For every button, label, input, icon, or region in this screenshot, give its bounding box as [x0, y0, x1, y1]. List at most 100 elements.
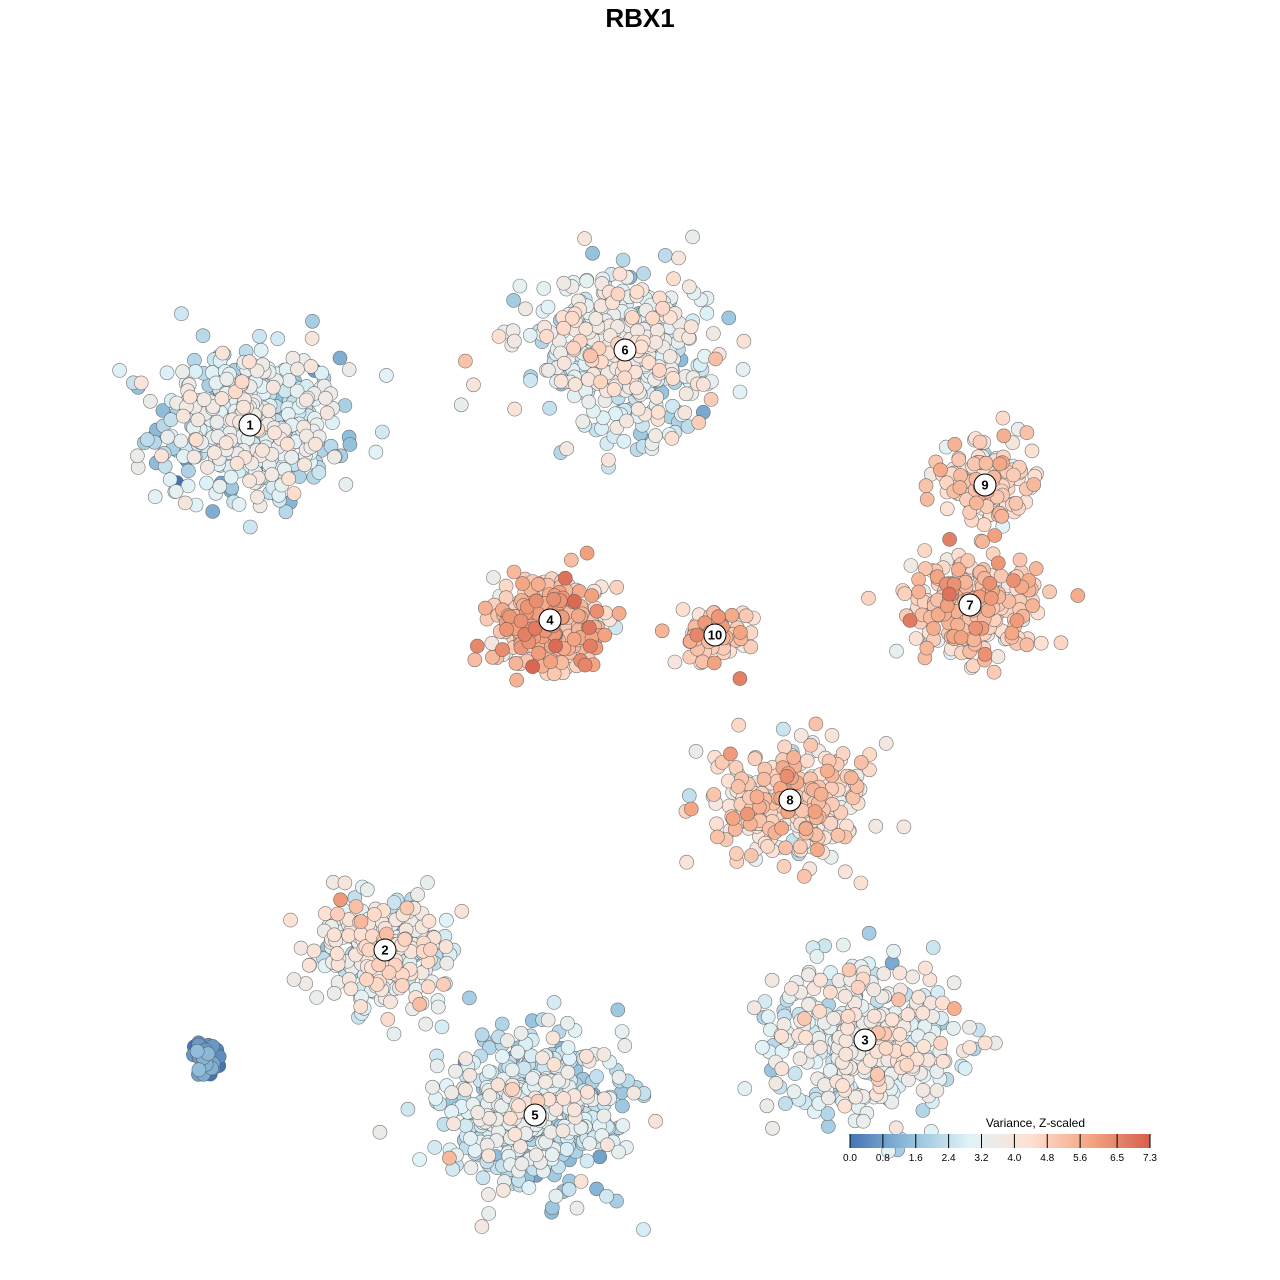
data-point: [252, 328, 267, 344]
data-point: [330, 906, 345, 922]
data-point: [311, 465, 327, 480]
data-point: [560, 1015, 575, 1031]
data-point: [969, 495, 984, 511]
data-point: [915, 1005, 931, 1021]
data-point: [866, 1008, 882, 1024]
data-point: [868, 818, 884, 834]
cluster-label-badge: [958, 593, 982, 617]
data-point: [255, 443, 270, 458]
data-point: [855, 1113, 871, 1129]
data-point: [778, 840, 793, 856]
data-point: [298, 392, 314, 408]
data-point: [990, 555, 1006, 571]
data-point: [630, 401, 646, 417]
data-point: [610, 1002, 626, 1018]
data-point: [585, 246, 600, 261]
data-point: [530, 576, 546, 592]
data-point: [706, 787, 722, 802]
data-point: [481, 1206, 497, 1221]
data-point: [933, 462, 948, 478]
data-point: [494, 1016, 510, 1032]
data-point: [830, 827, 846, 843]
data-point: [394, 978, 410, 993]
data-point: [265, 379, 281, 395]
data-point: [423, 942, 438, 957]
data-point: [786, 750, 802, 765]
data-point: [410, 887, 426, 902]
data-point: [889, 643, 904, 659]
data-point: [234, 374, 250, 390]
data-point: [978, 455, 994, 471]
data-point: [793, 728, 809, 743]
data-point: [784, 981, 799, 996]
data-point: [946, 1001, 962, 1016]
data-point: [421, 913, 437, 929]
data-point: [688, 744, 704, 759]
data-point: [582, 1136, 597, 1151]
data-point: [611, 1069, 627, 1085]
cluster-label-text: 2: [381, 943, 388, 958]
data-point: [930, 607, 946, 623]
data-point: [525, 1071, 540, 1086]
data-point: [730, 779, 746, 794]
data-point: [636, 266, 651, 281]
data-point: [968, 620, 984, 636]
data-point: [681, 788, 697, 804]
data-point: [629, 284, 645, 300]
data-point: [861, 590, 876, 606]
data-point: [990, 649, 1006, 664]
legend-title: Variance, Z-scaled: [986, 1116, 1085, 1130]
data-point: [359, 972, 374, 987]
data-point: [463, 1160, 479, 1175]
data-point: [189, 1043, 205, 1059]
data-point: [888, 1120, 904, 1136]
cluster-label-text: 3: [861, 1033, 868, 1048]
legend-tick-label: 4.0: [1007, 1153, 1021, 1164]
data-point: [599, 1137, 615, 1153]
data-point: [477, 600, 493, 616]
data-point: [589, 1069, 604, 1084]
data-point: [174, 306, 189, 322]
data-point: [915, 1103, 931, 1118]
data-point: [481, 1187, 496, 1202]
data-point: [214, 391, 230, 406]
data-point: [666, 271, 681, 287]
data-point: [671, 250, 686, 266]
data-point: [306, 943, 322, 959]
data-point: [891, 992, 907, 1008]
data-point: [454, 903, 470, 919]
data-point: [810, 842, 825, 858]
data-point: [469, 638, 485, 654]
data-point: [518, 301, 533, 317]
data-point: [332, 350, 348, 366]
data-point: [986, 664, 1002, 680]
data-point: [809, 949, 825, 964]
data-point: [977, 646, 993, 662]
data-point: [548, 638, 563, 654]
data-point: [746, 1000, 762, 1016]
data-point: [803, 737, 819, 753]
points-layer: [112, 229, 1086, 1237]
data-point: [774, 1061, 790, 1076]
data-point: [962, 1019, 977, 1035]
data-point: [747, 751, 763, 767]
data-point: [342, 437, 358, 452]
data-point: [650, 404, 666, 420]
data-point: [685, 229, 700, 245]
data-point: [942, 532, 957, 547]
data-point: [430, 999, 446, 1015]
data-point: [1033, 635, 1049, 651]
data-point: [463, 1131, 478, 1146]
data-point: [467, 652, 483, 668]
data-point: [765, 1121, 780, 1136]
data-point: [853, 875, 869, 891]
data-point: [178, 495, 193, 511]
data-point: [379, 368, 394, 383]
data-point: [665, 398, 680, 414]
data-point: [143, 393, 158, 409]
data-point: [926, 621, 941, 636]
data-point: [616, 433, 632, 449]
data-point: [664, 431, 680, 446]
data-point: [579, 273, 595, 289]
data-point: [527, 621, 543, 636]
